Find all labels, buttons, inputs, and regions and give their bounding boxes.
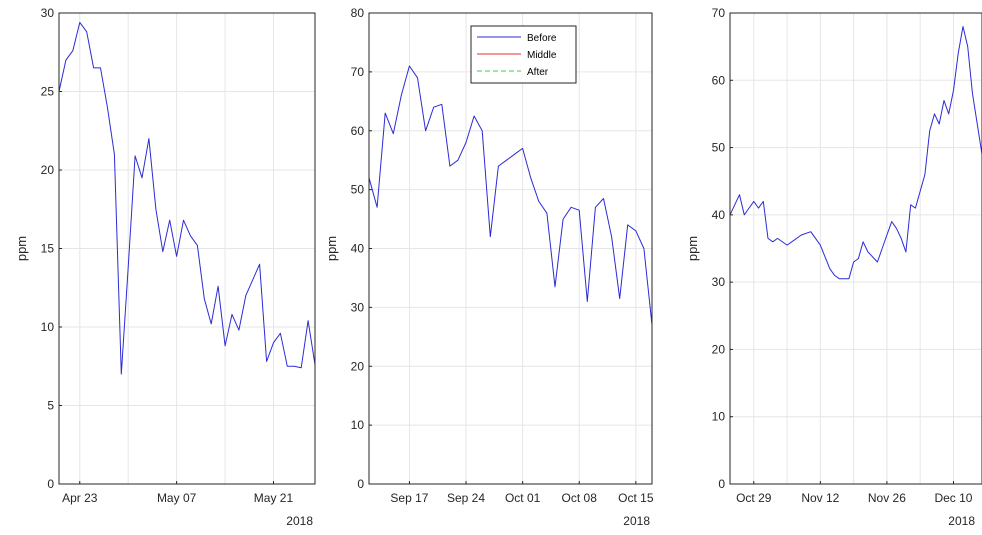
- y-tick-label: 80: [351, 6, 365, 20]
- series-line-before: [369, 65, 652, 326]
- legend-label-before: Before: [527, 33, 557, 44]
- y-axis-label: ppm: [685, 236, 700, 261]
- x-tick-label: Nov 26: [868, 491, 906, 505]
- y-tick-label: 5: [47, 399, 54, 413]
- x-tick-label: May 07: [157, 491, 197, 505]
- y-axis-label: ppm: [14, 236, 29, 261]
- x-tick-label: Oct 01: [505, 491, 541, 505]
- axes-box: [729, 12, 982, 485]
- y-tick-label: 30: [351, 300, 365, 314]
- x-tick-label: Nov 12: [801, 491, 839, 505]
- y-tick-label: 50: [712, 141, 726, 155]
- y-tick-label: 0: [718, 477, 725, 491]
- series-line-before: [730, 26, 982, 280]
- gridlines: [59, 12, 315, 485]
- series-line-before: [59, 21, 315, 375]
- y-tick-label: 30: [41, 6, 55, 20]
- y-tick-label: 0: [47, 477, 54, 491]
- y-tick-label: 0: [357, 477, 364, 491]
- y-tick-label: 30: [712, 275, 726, 289]
- y-tick-label: 60: [351, 124, 365, 138]
- x-tick-label: May 21: [254, 491, 294, 505]
- chart-panel-2: 0 10 20 30 40 50 60 70 80 Sep 17 Sep 24 Oct 01 Oct 0…: [324, 6, 654, 528]
- x-tick-label: Oct 29: [736, 491, 772, 505]
- x-year-label: 2018: [286, 514, 313, 528]
- chart-panel-1: 0 5 10 15 20 25 30 Apr 23 May 07 May 21 2018 ppm: [14, 6, 316, 528]
- y-tick-label: 20: [351, 359, 365, 373]
- legend-label-middle: Middle: [527, 50, 557, 61]
- x-tick-label: Oct 08: [562, 491, 598, 505]
- series-group: [369, 65, 652, 484]
- y-tick-label: 50: [351, 183, 365, 197]
- x-tick-label: Oct 15: [618, 491, 654, 505]
- y-tick-label: 60: [712, 73, 726, 87]
- y-tick-label: 10: [351, 418, 365, 432]
- x-year-label: 2018: [623, 514, 650, 528]
- legend: Before Middle After: [470, 25, 577, 84]
- y-tick-label: 10: [712, 410, 726, 424]
- y-tick-label: 40: [712, 208, 726, 222]
- x-tick-label: Dec 10: [934, 491, 972, 505]
- series-group: [730, 26, 982, 484]
- y-tick-label: 20: [41, 163, 55, 177]
- plot-area: [730, 13, 982, 484]
- y-tick-label: 10: [41, 320, 55, 334]
- y-tick-label: 25: [41, 85, 55, 99]
- y-tick-label: 70: [351, 65, 365, 79]
- x-tick-label: Sep 24: [447, 491, 485, 505]
- legend-label-after: After: [527, 67, 549, 78]
- chart-panel-3: 0 10 20 30 40 50 60 70 Oct 29 Nov 12 Nov 26 Dec 10 2…: [685, 6, 982, 528]
- x-year-label: 2018: [948, 514, 975, 528]
- y-axis-label: ppm: [324, 236, 339, 261]
- y-tick-label: 40: [351, 242, 365, 256]
- x-tick-label: Sep 17: [390, 491, 428, 505]
- y-tick-label: 20: [712, 342, 726, 356]
- y-tick-label: 70: [712, 6, 726, 20]
- series-group: [59, 21, 315, 484]
- x-tick-label: Apr 23: [62, 491, 98, 505]
- y-tick-label: 15: [41, 242, 55, 256]
